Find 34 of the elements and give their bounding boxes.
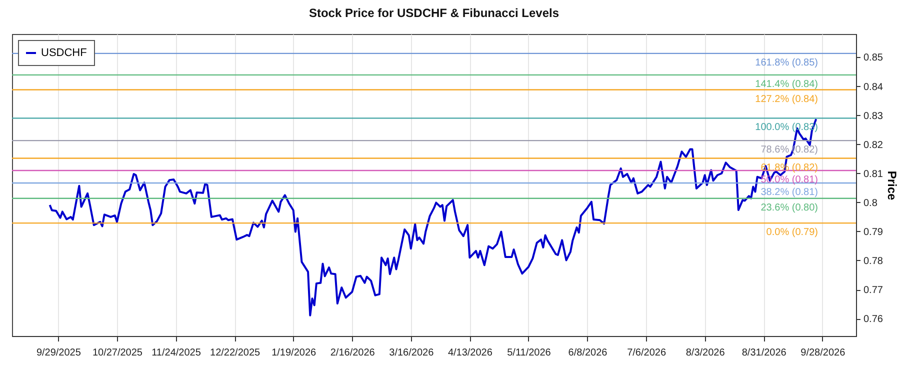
ref-line-label: 23.6% (0.80) [760,202,818,214]
y-tick-label: 0.78 [864,256,884,267]
y-tick-label: 0.8 [864,198,878,209]
x-tick-label: 1/19/2026 [272,348,317,358]
y-tick-label: 0.84 [864,82,884,93]
y-tick-label: 0.82 [864,140,884,151]
y-tick-label: 0.79 [864,226,884,238]
y-tick-label: 0.76 [864,314,884,326]
legend-label: USDCHF [41,47,88,59]
y-tick-label: 0.81 [864,168,884,180]
x-tick-label: 4/13/2026 [448,348,493,358]
ref-line-label: 38.2% (0.81) [760,186,818,198]
ref-line-label: 141.4% (0.84) [755,78,818,90]
ref-line-label: 161.8% (0.85) [755,57,818,68]
y-tick-label: 0.85 [864,52,884,64]
ref-line-label: 0.0% (0.79) [766,227,818,238]
x-tick-label: 2/16/2026 [330,348,376,358]
x-tick-label: 12/22/2025 [210,348,261,358]
line-series [48,118,818,316]
x-tick-label: 9/29/2025 [36,348,82,358]
x-tick-label: 8/3/2026 [686,348,726,358]
y-tick-label: 0.83 [864,110,884,122]
y-tick-label: 0.77 [864,285,884,296]
x-tick-label: 3/16/2026 [389,348,434,358]
x-tick-label: 6/8/2026 [568,348,608,358]
x-tick-label: 5/11/2026 [507,348,552,358]
x-tick-label: 11/24/2025 [152,348,202,358]
x-tick-label: 7/6/2026 [627,348,666,358]
y-axis-title: Price [884,170,899,200]
ref-line-label: 127.2% (0.84) [755,94,818,105]
x-tick-label: 9/28/2026 [800,348,846,358]
x-tick-label: 8/31/2026 [742,348,787,358]
x-tick-label: 10/27/2025 [92,348,143,358]
chart-title: Stock Price for USDCHF & Fibunacci Levels [308,6,560,20]
